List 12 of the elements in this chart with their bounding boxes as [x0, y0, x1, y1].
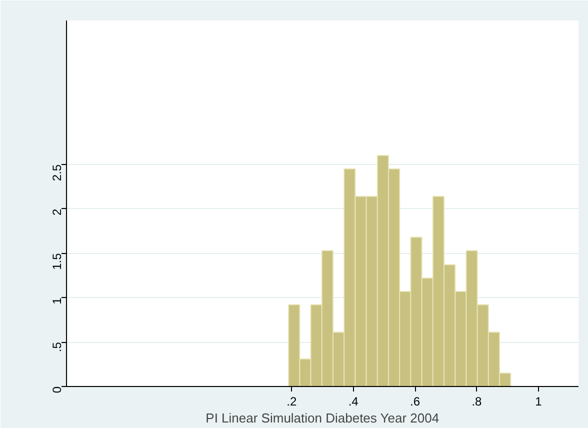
x-tick-label: .2: [286, 394, 297, 408]
x-tick-label: .8: [472, 394, 482, 408]
x-tick-label: .6: [410, 394, 420, 408]
y-tick-label: .5: [50, 342, 64, 352]
y-tick-label: 0: [50, 386, 64, 394]
y-tick-label: 2: [50, 208, 64, 216]
x-tick-label: .4: [348, 394, 359, 408]
x-tick-label: 1: [535, 394, 542, 408]
y-tick-label: 1: [50, 297, 64, 304]
x-axis-title: PI Linear Simulation Diabetes Year 2004: [206, 410, 440, 426]
y-tick-label: 1.5: [50, 252, 64, 270]
y-tick-label: 2.5: [50, 164, 64, 182]
